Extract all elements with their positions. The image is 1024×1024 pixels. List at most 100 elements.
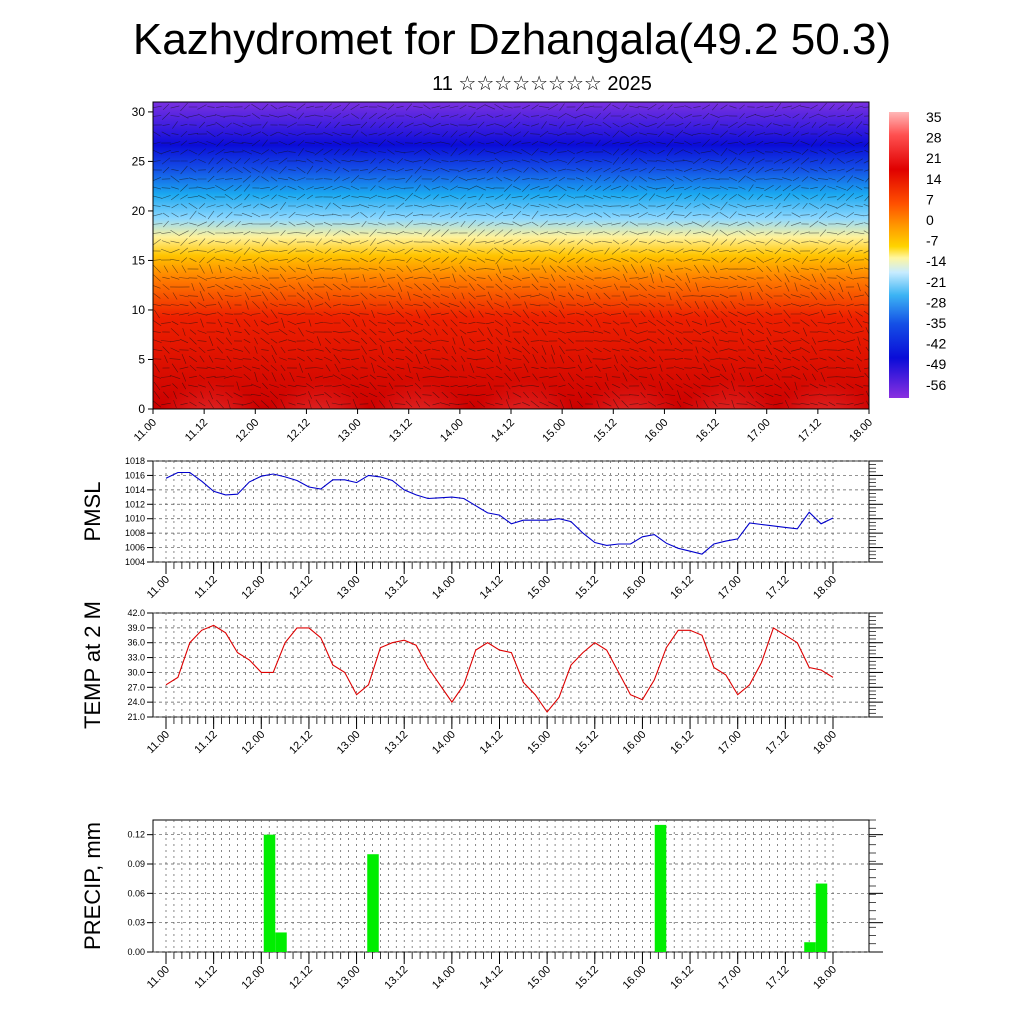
precip-x-tick-label: 13.12 [382, 964, 410, 992]
heatmap-x-tick-label: 12.00 [233, 417, 261, 445]
temp-frame [152, 612, 870, 718]
precip-x-tick-label: 15.12 [573, 964, 601, 992]
heatmap-warm-region [678, 334, 782, 409]
temp-x-tick-label: 11.12 [192, 729, 219, 756]
temp-x-tick-label: 13.12 [382, 729, 410, 757]
temp-y-tick-label: 30.0 [127, 667, 145, 677]
colorbar: 35 28 21 14 7 0 -7 -14 -21 -28 -35 -42 -49 -56 [889, 109, 946, 398]
heatmap-x-tick-label: 16.00 [643, 417, 671, 445]
temp-x-tick-label: 13.00 [335, 729, 363, 757]
pmsl-x-tick-label: 14.00 [430, 574, 458, 602]
precip-y-tick-label: 0.06 [127, 888, 145, 898]
colorbar-tick-label: 7 [926, 191, 934, 207]
heatmap-y-tick-label: 10 [132, 303, 146, 317]
temp-y-tick-label: 27.0 [127, 682, 145, 692]
colorbar-tick-label: -49 [926, 356, 946, 372]
heatmap-warm-region [773, 334, 869, 409]
pmsl-x-tick-label: 17.00 [716, 574, 744, 602]
precip-bar [815, 883, 828, 952]
heatmap-warm-region [368, 334, 472, 409]
precip-panel: 0.00 0.03 0.06 0.09 0.12 11.00 11.12 12.00 12.12… [80, 819, 883, 992]
temp-y-tick-label: 24.0 [127, 697, 145, 707]
pmsl-y-tick-label: 1004 [125, 557, 145, 567]
precip-y-axis-label: PRECIP, mm [80, 822, 105, 950]
heatmap-x-tick-label: 16.12 [694, 417, 722, 445]
heatmap-y-tick-label: 15 [132, 253, 146, 267]
temp-series-line [165, 624, 834, 713]
heatmap-x-tick-label: 13.12 [387, 417, 415, 445]
heatmap-x-tick-label: 11.12 [183, 417, 210, 444]
colorbar-tick-label: -14 [926, 253, 946, 269]
pmsl-y-tick-label: 1008 [125, 528, 145, 538]
heatmap-x-tick-label: 17.12 [796, 417, 824, 445]
precip-bar [275, 932, 287, 952]
heatmap-y-tick-label: 20 [132, 204, 146, 218]
pmsl-x-tick-label: 13.12 [382, 574, 410, 602]
colorbar-scale [889, 112, 909, 398]
temp-x-tick-label: 15.00 [525, 729, 553, 757]
precip-x-tick-label: 18.00 [811, 964, 839, 992]
colorbar-tick-label: -35 [926, 315, 946, 331]
precip-x-tick-label: 12.12 [287, 964, 315, 992]
heatmap-x-tick-label: 13.00 [336, 417, 364, 445]
pmsl-y-tick-label: 1014 [125, 485, 145, 495]
precip-x-tick-label: 11.12 [192, 964, 219, 991]
colorbar-tick-label: -42 [926, 336, 946, 352]
chart-subtitle: 11 ☆☆☆☆☆☆☆☆ 2025 [432, 73, 652, 95]
temp-x-tick-label: 17.12 [764, 729, 792, 757]
colorbar-tick-label: 14 [926, 171, 942, 187]
heatmap-x-tick-label: 14.12 [489, 417, 517, 445]
precip-y-tick-label: 0.09 [127, 859, 145, 869]
heatmap-x-tick-label: 15.00 [540, 417, 568, 445]
temp-x-tick-label: 15.12 [573, 729, 601, 757]
temp-y-tick-label: 39.0 [127, 623, 145, 633]
heatmap-y-tick-label: 30 [132, 105, 146, 119]
pmsl-x-tick-label: 18.00 [811, 574, 839, 602]
colorbar-tick-label: 35 [926, 109, 942, 125]
heatmap-x-tick-label: 11.00 [132, 417, 159, 444]
heatmap-x-tick-label: 18.00 [847, 417, 875, 445]
temp-y-axis-label: TEMP at 2 M [80, 601, 105, 729]
precip-x-tick-label: 15.00 [525, 964, 553, 992]
heatmap-x-tick-label: 17.00 [745, 417, 773, 445]
temp-x-tick-label: 12.00 [239, 729, 267, 757]
colorbar-tick-label: -21 [926, 274, 946, 290]
heatmap-y-tick-label: 5 [138, 352, 145, 366]
pmsl-y-tick-label: 1016 [125, 470, 145, 480]
pmsl-y-tick-label: 1006 [125, 543, 145, 553]
temp-x-tick-label: 17.00 [716, 729, 744, 757]
pmsl-x-tick-label: 11.00 [145, 574, 172, 601]
temp-x-tick-label: 16.12 [668, 729, 696, 757]
precip-x-tick-label: 12.00 [239, 964, 267, 992]
pmsl-series-line [165, 471, 834, 555]
colorbar-tick-label: 0 [926, 212, 934, 228]
temp-x-tick-label: 11.00 [145, 729, 172, 756]
precip-bar [804, 942, 816, 952]
pmsl-x-tick-label: 16.12 [668, 574, 696, 602]
pmsl-y-tick-label: 1012 [125, 499, 145, 509]
pmsl-x-tick-label: 12.12 [287, 574, 315, 602]
colorbar-tick-label: -7 [926, 233, 939, 249]
pmsl-y-tick-label: 1010 [125, 514, 145, 524]
precip-bar [367, 854, 379, 952]
pmsl-x-tick-label: 12.00 [239, 574, 267, 602]
precip-y-tick-label: 0.12 [127, 830, 145, 840]
temp-x-tick-label: 18.00 [811, 729, 839, 757]
precip-y-tick-label: 0.00 [127, 947, 145, 957]
wind-vectors [153, 102, 869, 409]
temp-y-tick-label: 33.0 [127, 653, 145, 663]
heatmap-y-tick-label: 0 [138, 402, 145, 416]
pmsl-x-tick-label: 11.12 [192, 574, 219, 601]
precip-x-tick-label: 14.12 [478, 964, 506, 992]
precip-x-tick-label: 13.00 [335, 964, 363, 992]
precip-x-tick-label: 17.12 [764, 964, 792, 992]
precip-bar [654, 824, 667, 952]
heatmap-x-tick-label: 15.12 [591, 417, 619, 445]
precip-x-tick-label: 16.00 [621, 964, 649, 992]
precip-y-tick-label: 0.03 [127, 918, 145, 928]
colorbar-tick-label: 21 [926, 150, 942, 166]
heatmap-warm-region [158, 334, 262, 409]
pmsl-x-tick-label: 15.12 [573, 574, 601, 602]
temp-y-tick-label: 42.0 [127, 608, 145, 618]
